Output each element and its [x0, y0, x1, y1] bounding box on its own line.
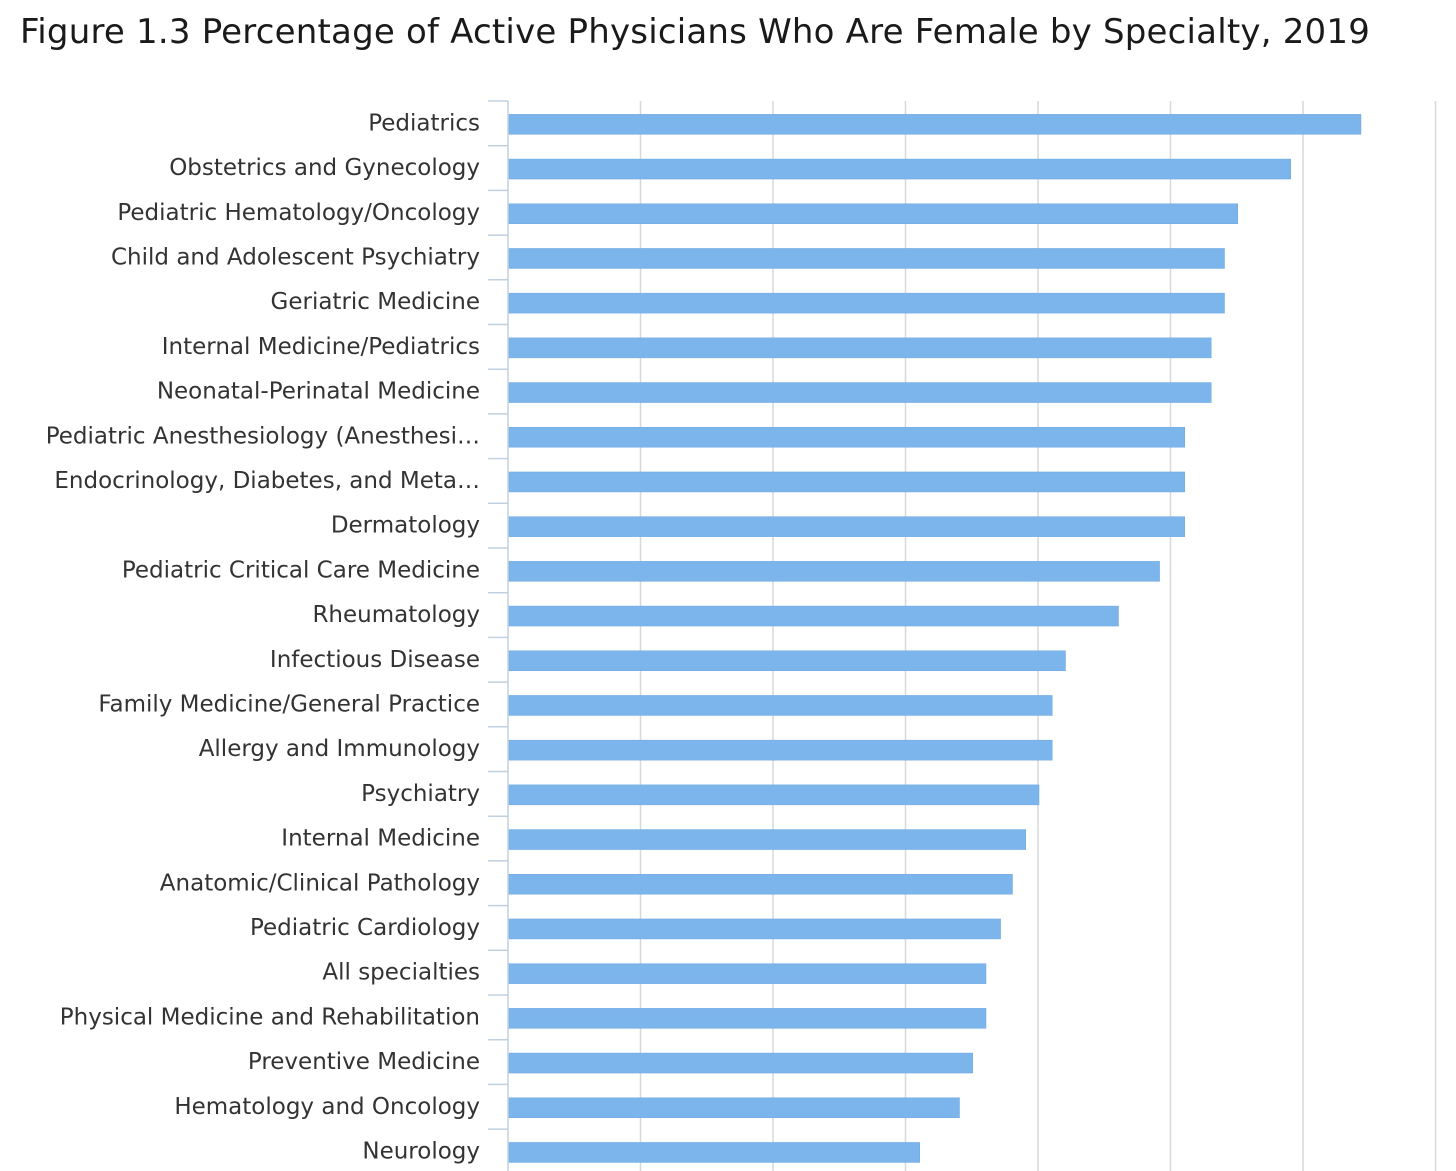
category-axis — [488, 100, 509, 1171]
category-label: Pediatrics — [368, 110, 480, 136]
bar — [508, 382, 1212, 403]
bar — [508, 1142, 920, 1163]
bar — [508, 114, 1362, 135]
category-label: Obstetrics and Gynecology — [169, 155, 480, 181]
bar — [508, 471, 1185, 493]
category-label: Dermatology — [331, 513, 480, 539]
bar — [508, 918, 1001, 940]
bar — [508, 1052, 973, 1074]
category-label: Pediatric Critical Care Medicine — [122, 557, 480, 583]
category-label: Rheumatology — [312, 602, 480, 628]
category-label: Neonatal-Perinatal Medicine — [157, 379, 480, 405]
category-label: Geriatric Medicine — [271, 289, 480, 315]
category-label: Psychiatry — [361, 781, 480, 807]
bar — [508, 427, 1185, 448]
bar — [508, 292, 1225, 314]
bar — [508, 203, 1238, 224]
bar — [508, 337, 1212, 359]
bar — [508, 784, 1040, 806]
bar — [508, 650, 1066, 671]
bar — [508, 1097, 960, 1118]
category-label: Pediatric Anesthesiology (Anesthesi… — [46, 423, 480, 449]
category-label: Family Medicine/General Practice — [98, 691, 480, 717]
bar — [508, 1008, 987, 1029]
category-label: Allergy and Immunology — [199, 736, 480, 762]
bar — [508, 829, 1026, 850]
bar — [508, 561, 1160, 582]
bar — [508, 158, 1291, 180]
category-label: Child and Adolescent Psychiatry — [111, 244, 480, 270]
category-label: Endocrinology, Diabetes, and Meta… — [54, 468, 480, 494]
category-label: Pediatric Hematology/Oncology — [117, 200, 480, 226]
bar — [508, 739, 1053, 761]
category-label: All specialties — [322, 960, 480, 986]
bar — [508, 874, 1013, 895]
category-label: Internal Medicine — [281, 826, 480, 852]
bar — [508, 695, 1053, 716]
gridlines — [639, 101, 1437, 1171]
chart-title: Figure 1.3 Percentage of Active Physicia… — [20, 12, 1371, 52]
category-label: Physical Medicine and Rehabilitation — [60, 1004, 480, 1030]
category-label: Neurology — [362, 1138, 480, 1164]
bar — [508, 248, 1225, 269]
category-labels: Pediatrics Obstetrics and Gynecology Pedia… — [46, 110, 480, 1164]
category-label: Pediatric Cardiology — [250, 915, 480, 941]
bars — [508, 114, 1362, 1163]
category-label: Anatomic/Clinical Pathology — [160, 870, 480, 896]
category-label: Infectious Disease — [270, 647, 480, 673]
bar — [508, 516, 1185, 537]
category-label: Hematology and Oncology — [174, 1094, 480, 1120]
category-label: Internal Medicine/Pediatrics — [162, 334, 480, 360]
bar — [508, 605, 1119, 627]
category-label: Preventive Medicine — [248, 1049, 480, 1075]
bar — [508, 963, 987, 984]
